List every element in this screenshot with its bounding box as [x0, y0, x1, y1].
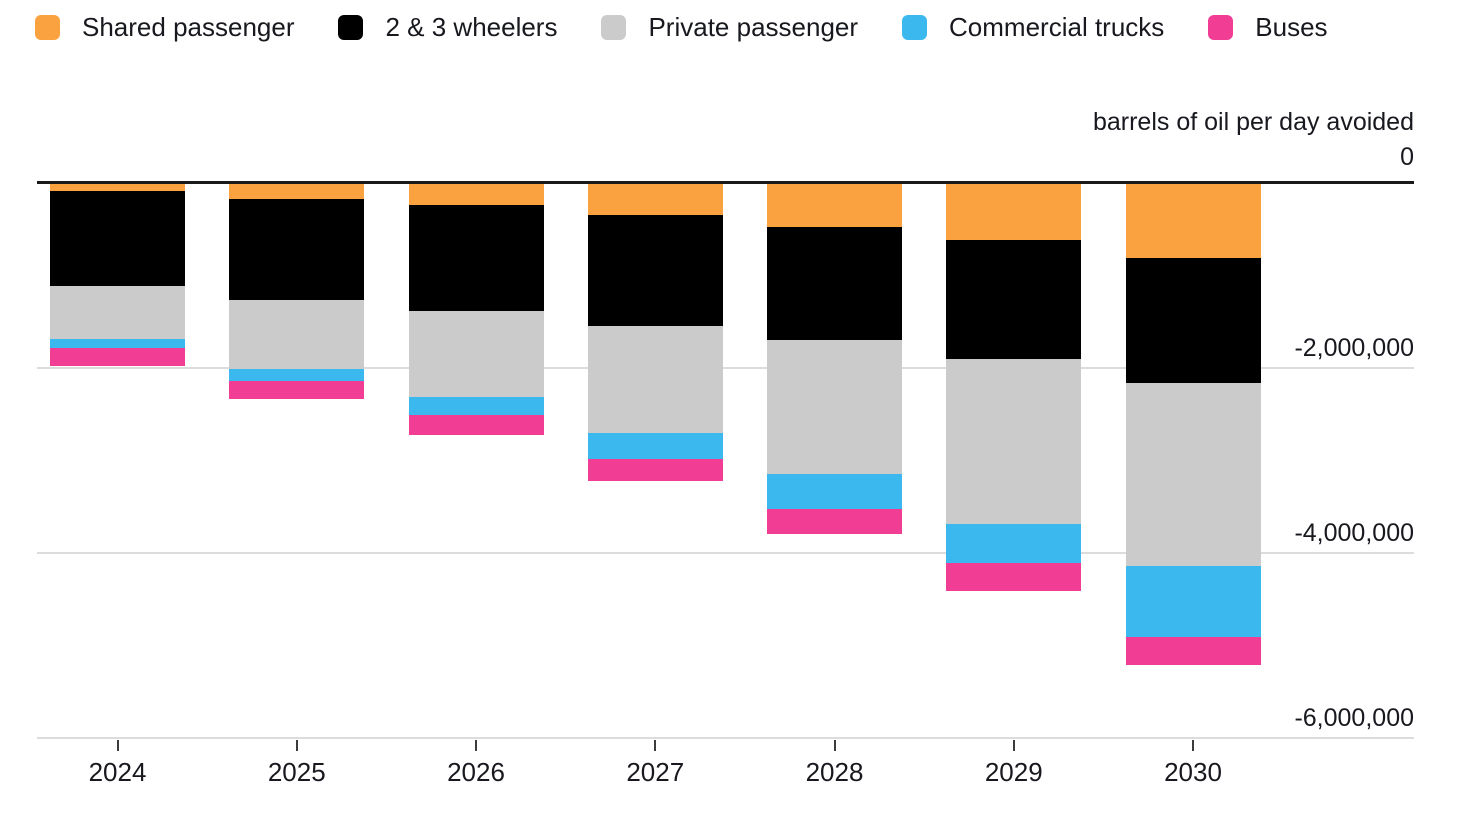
legend-swatch-commercial-trucks: [902, 14, 928, 40]
bar-2029-segment-buses: [946, 562, 1082, 591]
legend-label-commercial-trucks: Commercial trucks: [949, 12, 1165, 42]
bar-2025-segment-buses: [229, 381, 365, 400]
bar-2024-segment-buses: [50, 348, 185, 367]
x-label-2027: 2027: [626, 757, 685, 787]
bar-2024-segment-shared-passenger: [50, 184, 185, 191]
bar-2029-segment-two-three-wheelers: [946, 239, 1082, 359]
y-axis-zero-label: 0: [1400, 143, 1414, 171]
legend-label-buses: Buses: [1255, 12, 1328, 42]
x-tick-2030: [1192, 740, 1194, 751]
bar-2027-segment-buses: [587, 458, 723, 481]
bar-2025-segment-shared-passenger: [229, 184, 365, 199]
bar-2024-segment-two-three-wheelers: [50, 190, 185, 286]
bar-2027-segment-shared-passenger: [587, 184, 723, 215]
bar-2026-segment-commercial-trucks: [408, 396, 544, 415]
x-label-2029: 2029: [984, 757, 1043, 787]
legend-item-commercial-trucks: Commercial trucks: [902, 12, 1164, 42]
legend-swatch-buses: [1208, 14, 1234, 40]
bar-2027-segment-private-passenger: [587, 325, 723, 433]
zero-axis-line: [37, 181, 1414, 184]
bar-2024-segment-private-passenger: [50, 285, 185, 339]
x-tick-2026: [475, 740, 477, 751]
gridline-y2: [37, 552, 1414, 554]
bar-2030-segment-shared-passenger: [1125, 184, 1261, 258]
bar-2024-segment-commercial-trucks: [50, 338, 185, 349]
y-axis-title: barrels of oil per day avoided: [1092, 108, 1414, 136]
bar-2027-segment-two-three-wheelers: [587, 214, 723, 326]
legend-label-private-passenger: Private passenger: [648, 12, 859, 42]
x-label-2024: 2024: [88, 757, 147, 787]
legend-swatch-two-three-wheelers: [338, 14, 364, 40]
legend-item-two-three-wheelers: 2 & 3 wheelers: [338, 12, 557, 42]
gridline-y1: [37, 367, 1414, 369]
legend-item-shared-passenger: Shared passenger: [35, 12, 294, 42]
bar-2027-segment-commercial-trucks: [587, 432, 723, 459]
bar-2030-segment-private-passenger: [1125, 382, 1261, 567]
bar-2025-segment-commercial-trucks: [229, 368, 365, 382]
bar-2030-segment-two-three-wheelers: [1125, 258, 1261, 383]
bar-2028-segment-two-three-wheelers: [767, 227, 902, 340]
bar-2027: [587, 184, 723, 481]
bar-2025-segment-private-passenger: [229, 299, 365, 369]
legend-swatch-shared-passenger: [35, 14, 60, 40]
bar-2028-segment-private-passenger: [767, 339, 902, 474]
x-label-2026: 2026: [447, 757, 505, 787]
x-label-2030: 2030: [1164, 757, 1222, 787]
bar-2026-segment-shared-passenger: [408, 184, 544, 205]
bar-2029-segment-commercial-trucks: [946, 523, 1082, 563]
bar-2026-segment-private-passenger: [408, 310, 544, 397]
bar-2026-segment-buses: [408, 414, 544, 435]
legend-item-buses: Buses: [1208, 12, 1328, 42]
legend-label-shared-passenger: Shared passenger: [82, 12, 295, 42]
bar-2030-segment-buses: [1125, 637, 1261, 665]
x-tick-2024: [116, 740, 119, 751]
x-tick-2025: [295, 740, 298, 751]
y-tick-label-1: -2,000,000: [1294, 334, 1414, 362]
y-tick-label-3: -6,000,000: [1294, 704, 1414, 732]
bar-2030: [1125, 184, 1261, 665]
legend: Shared passenger 2 & 3 wheelers Private pa…: [35, 12, 1380, 42]
bar-2028-segment-commercial-trucks: [767, 473, 902, 510]
bar-2025: [229, 184, 365, 400]
legend-swatch-private-passenger: [601, 14, 627, 40]
bar-2028: [767, 184, 902, 535]
bar-2024: [50, 184, 185, 367]
y-tick-label-2: -4,000,000: [1294, 519, 1414, 547]
bar-2026-segment-two-three-wheelers: [408, 204, 544, 311]
legend-item-private-passenger: Private passenger: [601, 12, 858, 42]
x-label-2028: 2028: [805, 757, 864, 787]
x-tick-2028: [833, 740, 836, 751]
bar-2028-segment-buses: [767, 509, 902, 535]
bar-2029-segment-shared-passenger: [946, 184, 1082, 240]
gridline-y3: [37, 737, 1414, 739]
bar-2030-segment-commercial-trucks: [1125, 566, 1261, 638]
bar-2028-segment-shared-passenger: [767, 184, 902, 227]
bar-2029-segment-private-passenger: [946, 358, 1082, 524]
bar-2025-segment-two-three-wheelers: [229, 198, 365, 300]
x-tick-2029: [1012, 740, 1015, 751]
x-tick-2027: [654, 740, 657, 751]
bar-2026: [408, 184, 544, 435]
bar-2029: [946, 184, 1082, 591]
x-label-2025: 2025: [267, 757, 326, 787]
legend-label-two-three-wheelers: 2 & 3 wheelers: [385, 12, 558, 42]
